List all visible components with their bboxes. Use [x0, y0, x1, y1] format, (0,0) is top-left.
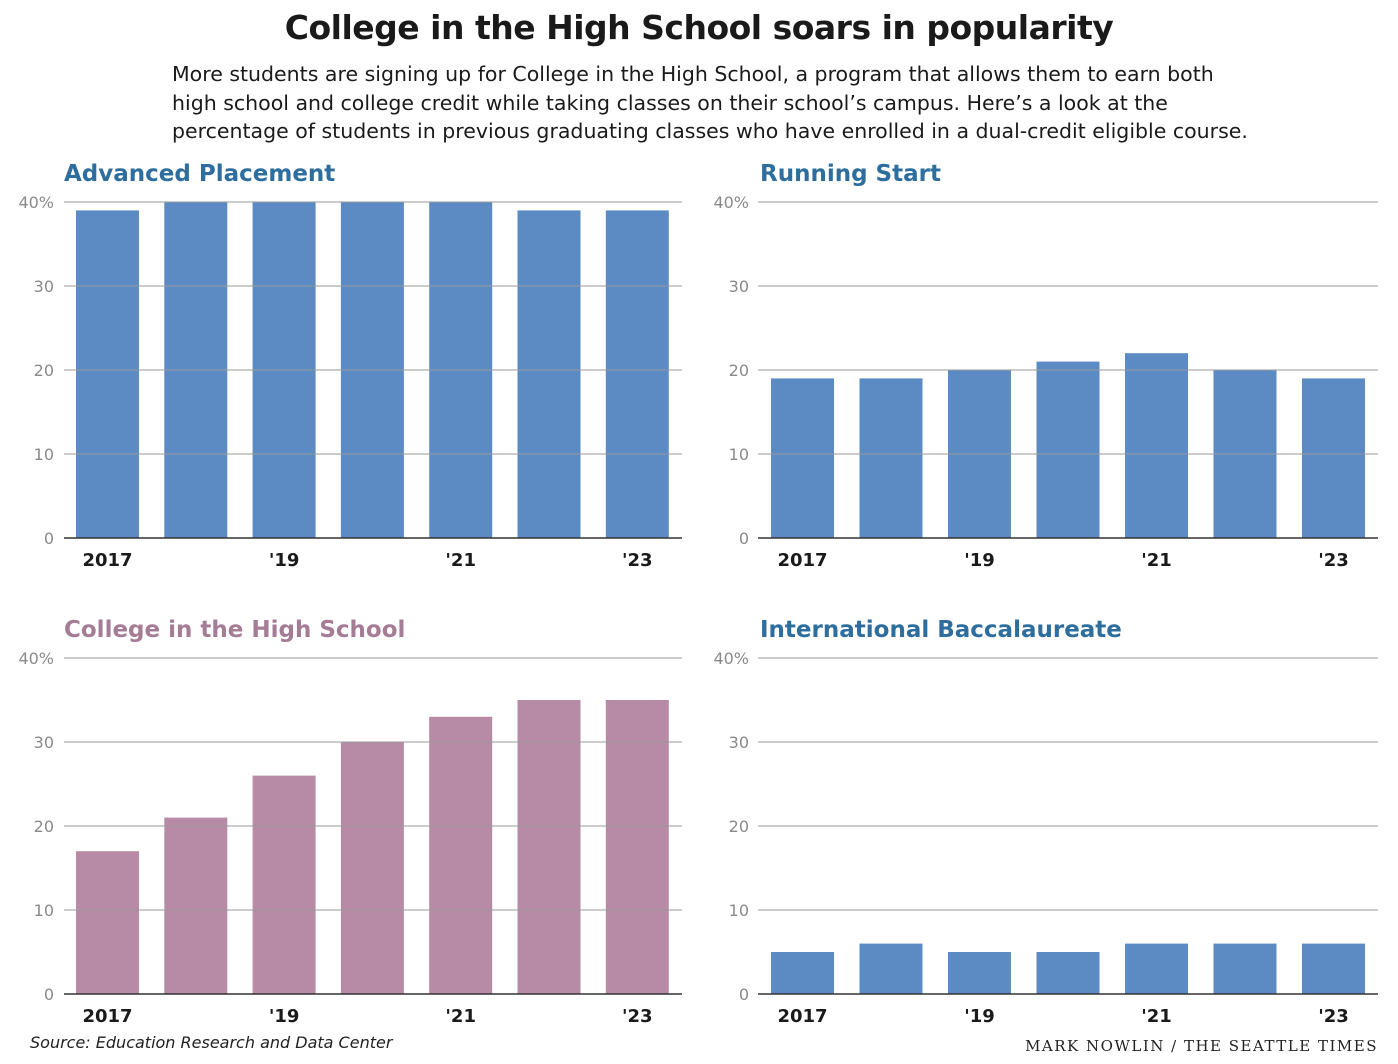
- subtitle-line: More students are signing up for College…: [172, 62, 1214, 86]
- x-tick-label: '23: [1318, 550, 1349, 571]
- y-tick-label: 10: [34, 901, 54, 920]
- subtitle-line: percentage of students in previous gradu…: [172, 119, 1248, 143]
- x-tick-label: '21: [1141, 550, 1172, 571]
- y-tick-label: 10: [34, 445, 54, 464]
- bar: [605, 700, 669, 994]
- bar: [948, 952, 1011, 994]
- y-tick-label: 10: [729, 901, 749, 920]
- x-tick-label: 2017: [82, 550, 132, 571]
- chart-panel: Running Start 0 10 20 30 40% 2017 '19 '21 '23: [713, 161, 1378, 571]
- x-tick-label: '23: [622, 550, 653, 571]
- x-tick-label: '19: [269, 1006, 300, 1027]
- bar: [252, 775, 316, 994]
- chart-title: Running Start: [760, 161, 941, 187]
- x-tick-label: 2017: [82, 1006, 132, 1027]
- x-tick-label: '21: [445, 1006, 476, 1027]
- y-tick-label: 20: [729, 817, 749, 836]
- y-tick-label: 30: [729, 277, 749, 296]
- x-tick-label: '21: [1141, 1006, 1172, 1027]
- y-tick-label: 40%: [18, 193, 54, 212]
- page-title: College in the High School soars in popu…: [284, 8, 1114, 47]
- x-tick-label: '21: [445, 550, 476, 571]
- x-tick-label: '19: [269, 550, 300, 571]
- bar: [1302, 378, 1365, 538]
- y-tick-label: 10: [729, 445, 749, 464]
- bar: [340, 742, 404, 994]
- y-tick-label: 40%: [18, 649, 54, 668]
- bar: [1302, 943, 1365, 994]
- y-tick-label: 30: [34, 277, 54, 296]
- x-tick-label: 2017: [777, 550, 827, 571]
- x-tick-label: '19: [964, 550, 995, 571]
- y-tick-label: 20: [34, 361, 54, 380]
- credit-line: MARK NOWLIN / THE SEATTLE TIMES: [1025, 1037, 1378, 1055]
- subtitle-line: high school and college credit while tak…: [172, 90, 1168, 115]
- x-tick-label: 2017: [777, 1006, 827, 1027]
- bar: [76, 210, 139, 538]
- y-tick-label: 0: [44, 985, 54, 1004]
- chart-panel: International Baccalaureate 0 10 20 30 40% 201…: [713, 617, 1378, 1027]
- y-tick-label: 30: [729, 733, 749, 752]
- chart-title: College in the High School: [64, 617, 405, 643]
- bar: [605, 210, 669, 538]
- y-tick-label: 0: [44, 529, 54, 548]
- bar: [164, 817, 228, 994]
- x-tick-label: '23: [622, 1006, 653, 1027]
- bar: [859, 943, 923, 994]
- chart-panel: College in the High School 0 10 20 30 40% 2017…: [18, 617, 682, 1027]
- bar: [859, 378, 923, 538]
- bar: [517, 210, 581, 538]
- bar: [1036, 952, 1100, 994]
- bar: [1036, 361, 1100, 538]
- bar: [76, 851, 139, 994]
- bar: [1125, 943, 1188, 994]
- chart-title: Advanced Placement: [64, 161, 335, 187]
- y-tick-label: 0: [739, 529, 749, 548]
- chart-title: International Baccalaureate: [760, 617, 1122, 643]
- bar: [771, 378, 834, 538]
- y-tick-label: 20: [34, 817, 54, 836]
- y-tick-label: 20: [729, 361, 749, 380]
- y-tick-label: 30: [34, 733, 54, 752]
- y-tick-label: 40%: [713, 193, 749, 212]
- bar: [517, 700, 581, 994]
- subtitle: More students are signing up for College…: [172, 60, 1322, 146]
- bar: [1213, 943, 1277, 994]
- bar: [429, 716, 493, 994]
- x-tick-label: '19: [964, 1006, 995, 1027]
- bar: [1125, 353, 1188, 538]
- y-tick-label: 0: [739, 985, 749, 1004]
- chart-panel: Advanced Placement 0 10 20 30 40% 2017 '19 '21 '2…: [18, 161, 682, 571]
- x-tick-label: '23: [1318, 1006, 1349, 1027]
- bar: [771, 952, 834, 994]
- y-tick-label: 40%: [713, 649, 749, 668]
- source-note: Source: Education Research and Data Cent…: [30, 1033, 393, 1052]
